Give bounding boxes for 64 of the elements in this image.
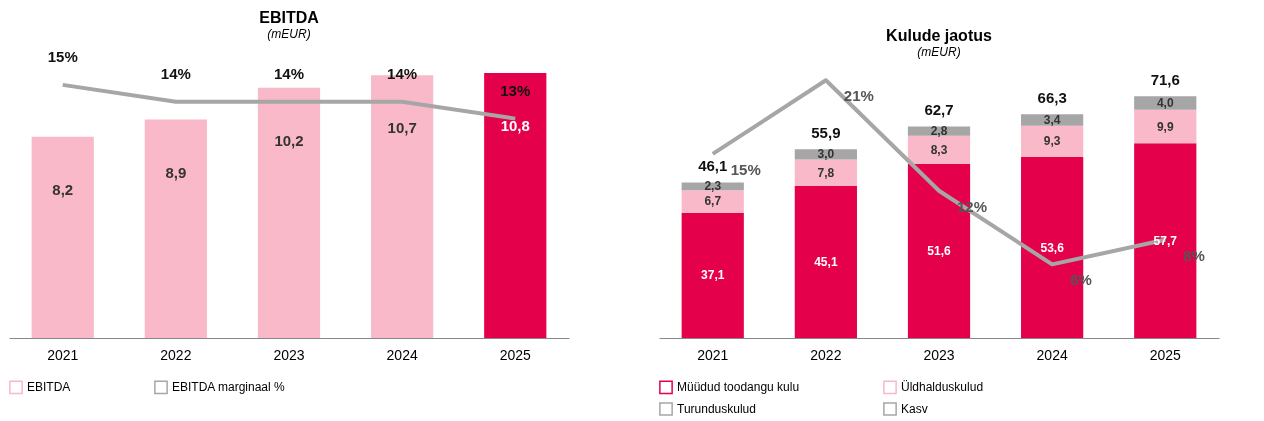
bar — [1021, 114, 1084, 126]
bar — [681, 212, 744, 338]
bar — [484, 72, 547, 338]
bar — [907, 135, 971, 164]
x-tick-label: 2025 — [1149, 346, 1182, 363]
chart-subtitle: (mEUR) — [917, 45, 961, 59]
bar — [257, 87, 321, 338]
total-label: 71,6 — [1150, 71, 1180, 89]
data-label: 13% — [500, 81, 531, 99]
legend-label: EBITDA — [27, 380, 71, 395]
data-label: 4,0 — [1156, 96, 1174, 111]
chart-title: Kulude jaotus — [886, 27, 992, 44]
legend-label: Turunduskulud — [677, 402, 756, 416]
x-tick-label: 2023 — [923, 346, 955, 363]
data-label: 3,4 — [1043, 112, 1061, 127]
x-tick-label: 2021 — [697, 346, 729, 363]
data-label: 9,9 — [1156, 119, 1174, 134]
data-label: 8,3 — [930, 142, 948, 157]
data-label: 14% — [387, 64, 418, 82]
data-label: 2,3 — [704, 179, 722, 194]
bar — [1021, 125, 1084, 158]
x-tick-label: 2022 — [160, 346, 192, 363]
bar — [1134, 96, 1197, 110]
data-label: 53,6 — [1040, 240, 1065, 255]
x-tick-label: 2023 — [273, 346, 305, 363]
data-label: 37,1 — [701, 268, 725, 283]
legend-label: EBITDA marginaal % — [172, 380, 286, 395]
data-label: 2,8 — [930, 124, 948, 139]
legend-label: Üldhalduskulud — [901, 380, 984, 395]
data-label: 45,1 — [814, 254, 838, 269]
bar — [1134, 109, 1197, 144]
chart-subtitle: (mEUR) — [267, 26, 311, 41]
data-label: 14% — [160, 64, 191, 82]
data-label: 6,7 — [704, 194, 722, 209]
bar — [681, 190, 744, 213]
data-label: 15% — [730, 160, 761, 178]
data-label: 3,0 — [817, 147, 835, 162]
x-tick-label: 2025 — [499, 346, 532, 363]
data-label: 51,6 — [927, 243, 951, 258]
legend-label: Kasv — [901, 402, 928, 416]
bar — [31, 136, 94, 338]
data-label: 21% — [843, 87, 874, 105]
total-label: 66,3 — [1037, 89, 1067, 107]
data-label: 10,8 — [500, 116, 530, 134]
total-label: 46,1 — [698, 157, 728, 175]
x-tick-label: 2024 — [386, 346, 418, 363]
data-label: 9,3 — [1043, 134, 1061, 149]
data-label: 15% — [47, 47, 78, 65]
bar — [794, 185, 857, 338]
data-label: 10,7 — [387, 119, 417, 137]
total-label: 62,7 — [924, 101, 954, 119]
data-label: 7,8 — [817, 165, 835, 180]
x-tick-label: 2021 — [47, 346, 79, 363]
x-tick-label: 2022 — [810, 346, 842, 363]
data-label: 14% — [273, 64, 305, 82]
total-label: 55,9 — [811, 124, 841, 142]
bar — [794, 159, 857, 186]
legend-label: Müüdud toodangu kulu — [677, 380, 800, 395]
data-label: 8,2 — [52, 180, 74, 198]
x-tick-label: 2024 — [1036, 346, 1068, 363]
data-label: 10,2 — [274, 131, 304, 149]
chart-title: EBITDA — [259, 8, 320, 26]
bar — [144, 119, 207, 338]
data-label: 8,9 — [165, 163, 187, 181]
